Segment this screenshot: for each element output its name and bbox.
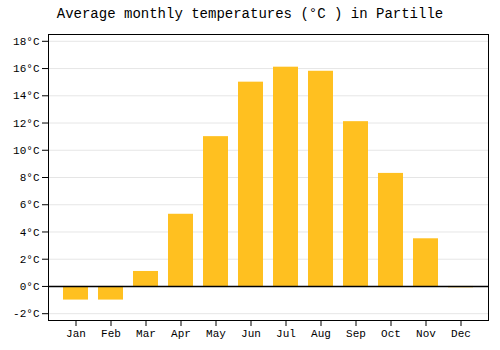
svg-text:Dec: Dec: [451, 328, 471, 340]
svg-text:14°C: 14°C: [13, 90, 40, 102]
svg-text:12°C: 12°C: [13, 118, 40, 130]
svg-text:Jan: Jan: [66, 328, 86, 340]
svg-text:Jun: Jun: [241, 328, 261, 340]
svg-text:May: May: [206, 328, 226, 340]
svg-text:Sep: Sep: [346, 328, 366, 340]
svg-text:18°C: 18°C: [13, 36, 40, 48]
svg-text:2°C: 2°C: [20, 254, 40, 266]
svg-text:6°C: 6°C: [20, 199, 40, 211]
svg-text:0°C: 0°C: [20, 281, 40, 293]
svg-text:Aug: Aug: [311, 328, 331, 340]
svg-text:16°C: 16°C: [13, 63, 40, 75]
svg-text:Jul: Jul: [276, 328, 296, 340]
svg-text:Mar: Mar: [136, 328, 156, 340]
svg-text:10°C: 10°C: [13, 145, 40, 157]
svg-text:-2°C: -2°C: [13, 308, 40, 320]
svg-text:8°C: 8°C: [20, 172, 40, 184]
svg-text:Apr: Apr: [171, 328, 191, 340]
html-text:Average monthly temperatures (: Average monthly temperatures (°C ) in Pa…: [56, 6, 444, 22]
svg-text:Oct: Oct: [381, 328, 401, 340]
svg-text:4°C: 4°C: [20, 226, 40, 238]
svg-text:Feb: Feb: [101, 328, 121, 340]
svg-text:Nov: Nov: [416, 328, 436, 340]
